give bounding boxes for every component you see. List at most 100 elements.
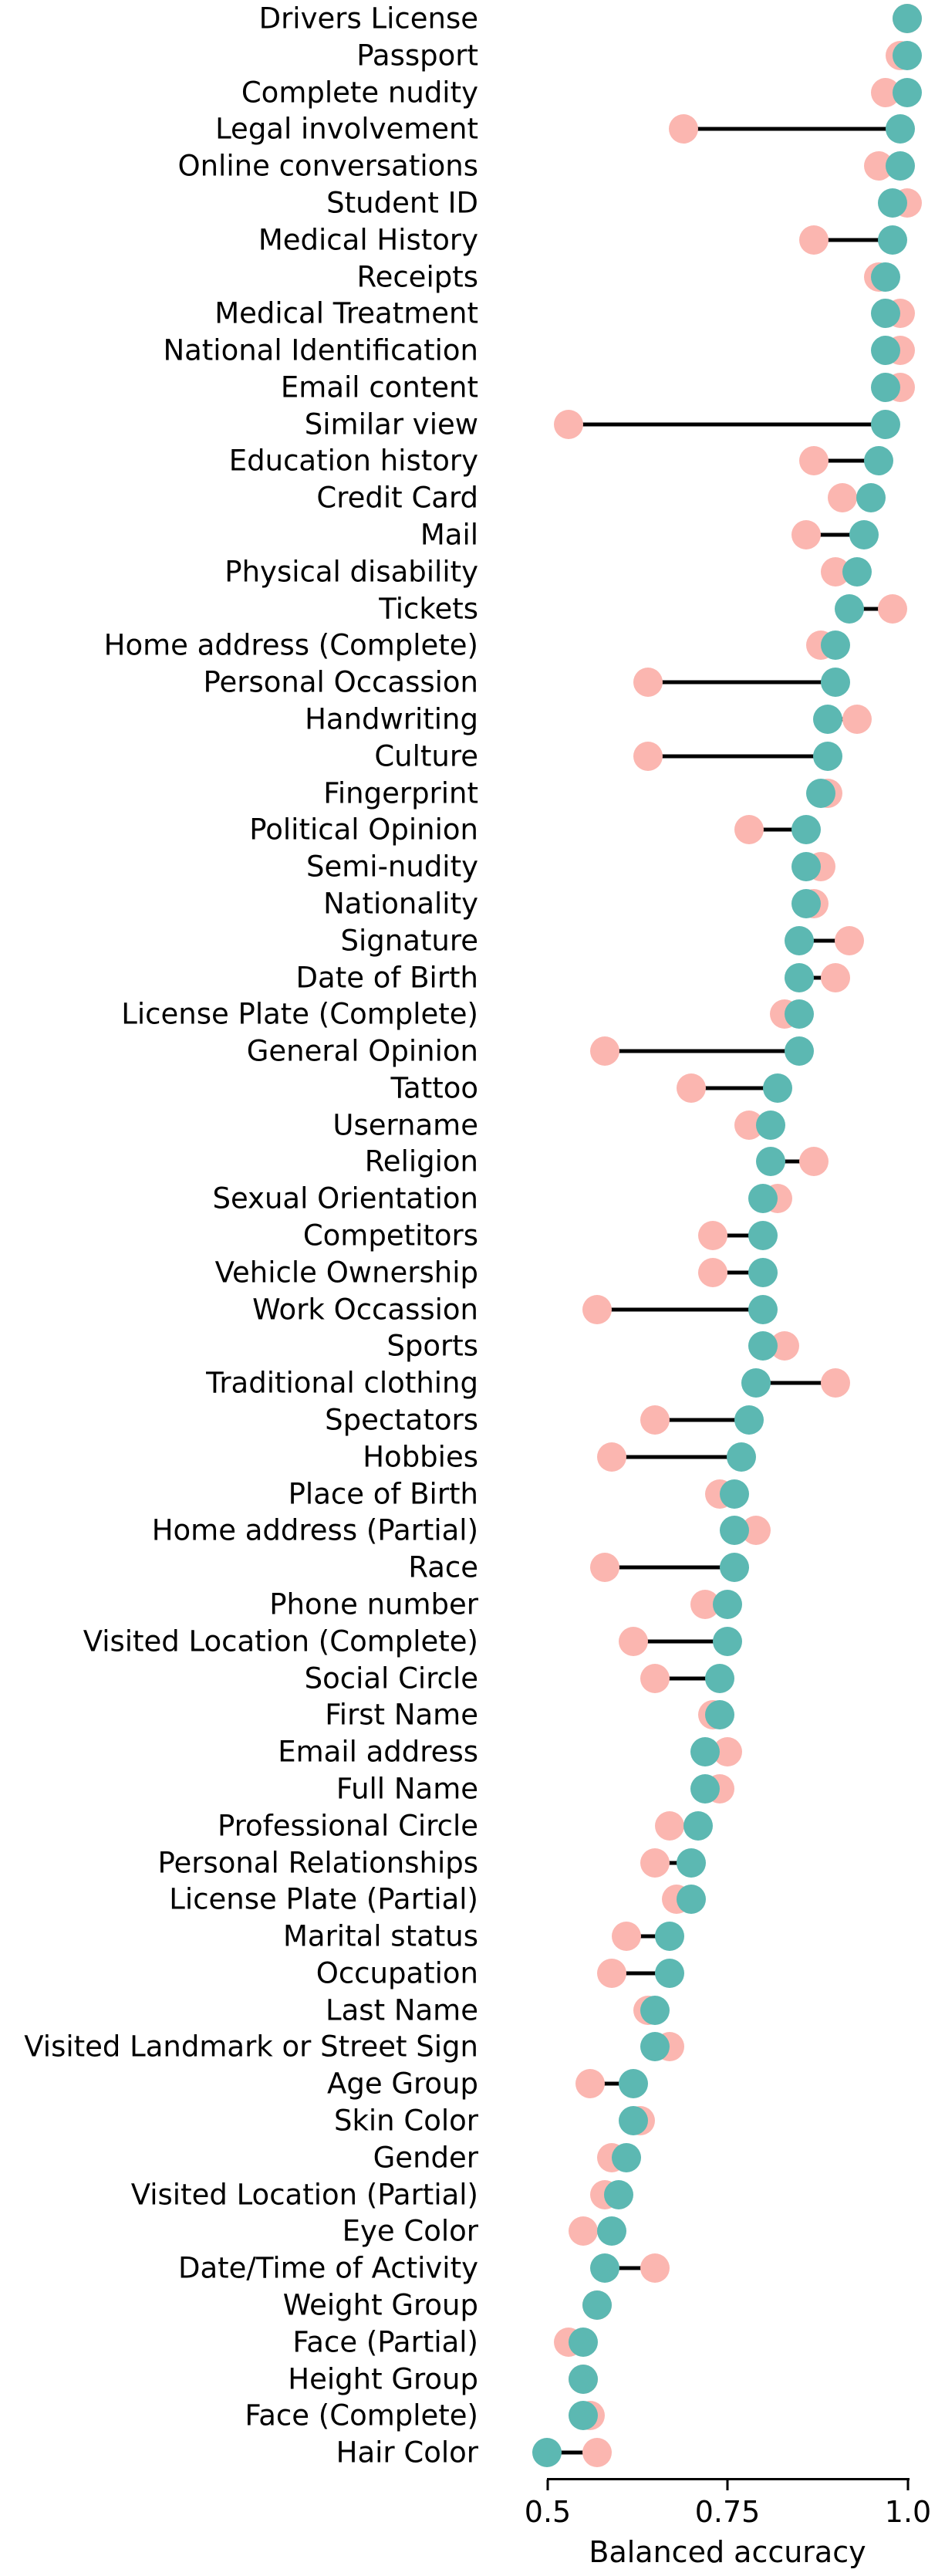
teal-dot (589, 2253, 619, 2284)
teal-dot (568, 2364, 598, 2394)
teal-dot (719, 1516, 749, 1546)
category-label: Occupation (316, 1956, 478, 1990)
category-label: Drivers License (258, 2, 478, 35)
teal-dot (835, 593, 865, 624)
x-axis-spine (547, 2478, 910, 2480)
category-label: Medical Treatment (214, 296, 478, 330)
connector-line (798, 938, 850, 943)
pink-dot (697, 1221, 727, 1251)
category-label: Complete nudity (241, 76, 478, 110)
teal-dot (582, 2290, 613, 2320)
category-label: Hobbies (363, 1440, 478, 1474)
teal-dot (870, 262, 900, 292)
category-label: Race (408, 1550, 478, 1584)
category-label: Sports (386, 1329, 478, 1363)
pink-dot (597, 1958, 627, 1988)
teal-dot (885, 114, 915, 144)
connector-line (612, 1455, 742, 1459)
pink-dot (676, 1073, 706, 1103)
connector-line (590, 2081, 634, 2086)
category-label: Culture (374, 739, 478, 773)
pink-dot (597, 1442, 627, 1472)
teal-dot (885, 151, 915, 181)
teal-dot (893, 40, 922, 70)
connector-line (569, 422, 886, 427)
category-label: Fingerprint (323, 776, 478, 810)
category-label: Visited Location (Partial) (130, 2178, 478, 2212)
category-label: Personal Relationships (157, 1846, 478, 1879)
teal-dot (741, 1368, 771, 1398)
category-label: License Plate (Complete) (121, 997, 478, 1031)
teal-dot (893, 4, 922, 33)
pink-dot (582, 2438, 613, 2468)
teal-dot (619, 2069, 649, 2099)
pink-dot (827, 483, 857, 513)
teal-dot (878, 225, 908, 255)
category-label: Marital status (282, 1919, 478, 1953)
connector-line (712, 1233, 764, 1238)
connector-line (755, 1381, 835, 1385)
category-label: Username (332, 1108, 478, 1142)
teal-dot (791, 815, 822, 845)
teal-dot (676, 1885, 706, 1915)
teal-dot (784, 925, 814, 955)
category-label: Skin Color (333, 2104, 478, 2138)
category-label: National Identification (163, 333, 478, 367)
category-label: Visited Landmark or Street Sign (24, 2030, 478, 2064)
teal-dot (842, 556, 872, 587)
category-label: Last Name (326, 1993, 478, 2027)
teal-dot (640, 2032, 670, 2062)
x-axis-tick-0.75 (726, 2480, 729, 2490)
pink-dot (633, 668, 663, 698)
pink-dot (633, 741, 663, 771)
pink-dot (611, 1922, 641, 1952)
teal-dot (755, 1110, 785, 1140)
connector-line (626, 1934, 670, 1939)
connector-line (813, 238, 893, 242)
teal-dot (705, 1663, 735, 1693)
connector-line (748, 827, 807, 832)
connector-line (655, 1418, 749, 1422)
category-label: General Opinion (246, 1034, 478, 1068)
pink-dot (589, 1553, 619, 1583)
teal-dot (748, 1257, 778, 1287)
category-label: Handwriting (305, 702, 478, 736)
category-label: Height Group (288, 2362, 478, 2396)
teal-dot (784, 999, 814, 1029)
category-label: Competitors (302, 1219, 478, 1253)
teal-dot (870, 336, 900, 366)
category-label: Face (Complete) (245, 2399, 478, 2432)
pink-dot (582, 1294, 613, 1324)
x-tick-label-1.0: 1.0 (884, 2495, 932, 2529)
pink-dot (791, 520, 822, 550)
pink-dot (554, 409, 584, 439)
category-label: Mail (420, 518, 478, 552)
category-label: Receipts (356, 260, 478, 294)
connector-line (604, 1565, 734, 1570)
pink-dot (589, 1036, 619, 1067)
teal-dot (568, 2327, 598, 2357)
connector-line (597, 1307, 764, 1312)
category-label: Student ID (326, 186, 478, 220)
pink-dot (640, 1847, 670, 1878)
connector-line (712, 1270, 764, 1275)
connector-line (690, 1086, 778, 1090)
connector-line (647, 754, 829, 759)
category-label: Full Name (336, 1772, 478, 1806)
teal-dot (791, 888, 822, 918)
connector-line (547, 2450, 598, 2455)
teal-dot (532, 2438, 562, 2468)
pink-dot (654, 1810, 684, 1841)
category-label: First Name (325, 1698, 478, 1732)
pink-dot (842, 705, 872, 734)
category-label: Place of Birth (288, 1477, 478, 1511)
pink-dot (835, 925, 865, 955)
teal-dot (568, 2401, 598, 2431)
category-label: Medical History (258, 223, 478, 257)
teal-dot (878, 188, 908, 218)
teal-dot (856, 483, 886, 513)
connector-line (849, 607, 893, 611)
connector-line (604, 1049, 799, 1053)
category-label: Physical disability (224, 555, 478, 589)
category-label: Tattoo (390, 1071, 478, 1105)
